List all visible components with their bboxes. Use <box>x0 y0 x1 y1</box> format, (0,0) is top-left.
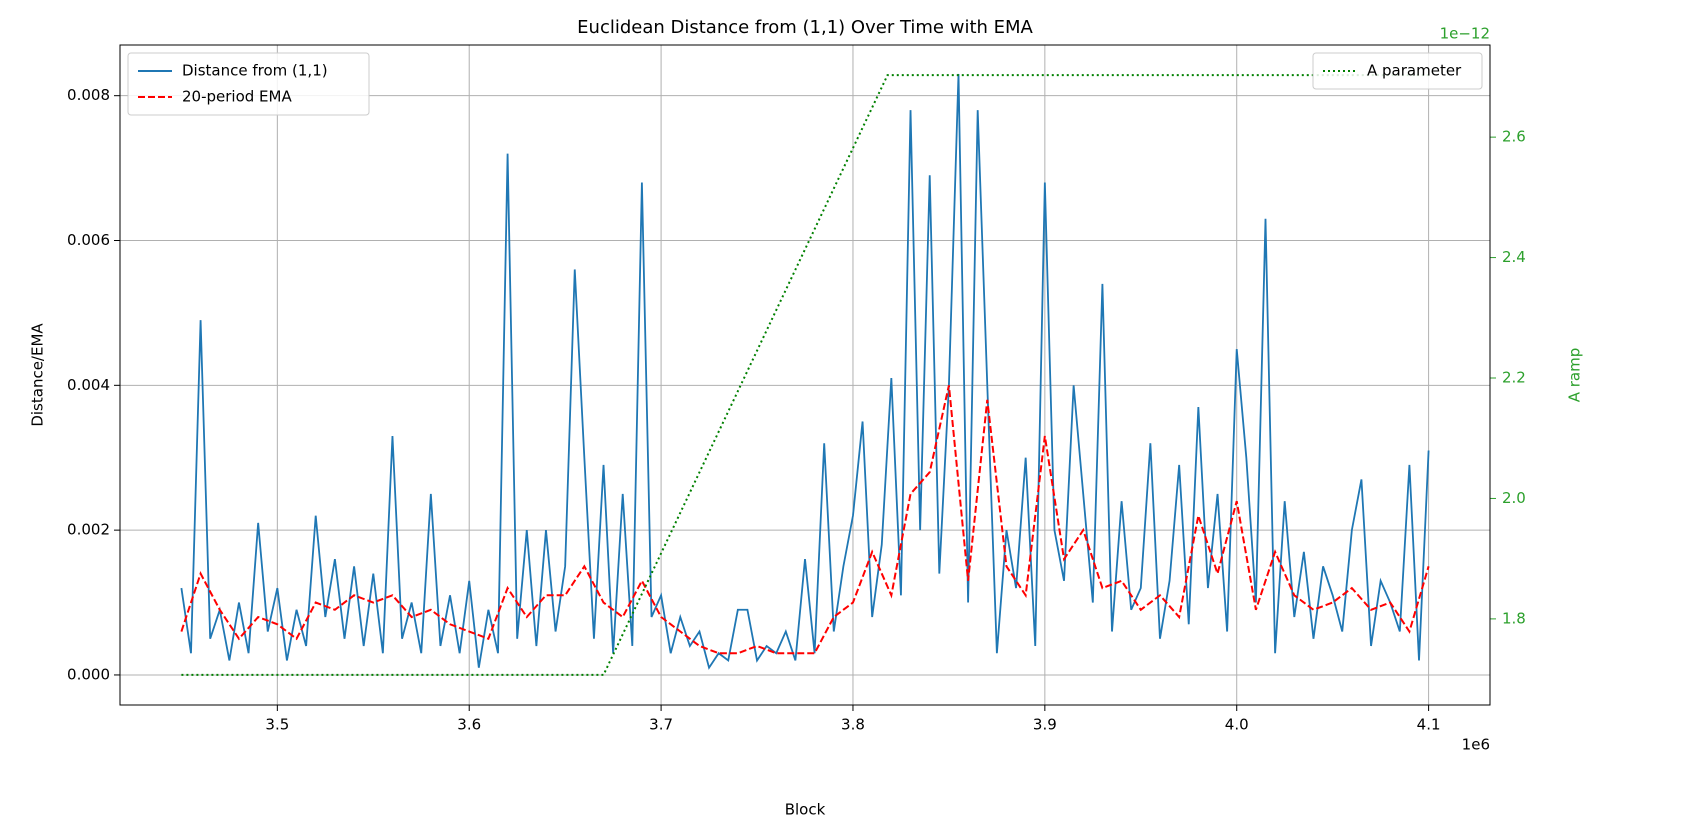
x-tick-label: 4.0 <box>1225 716 1249 734</box>
x-tick-label: 3.7 <box>649 716 673 734</box>
y-axis-label: Distance/EMA <box>29 323 47 427</box>
x-tick-label: 3.9 <box>1033 716 1057 734</box>
series-line <box>180 385 1430 655</box>
x-tick-label: 3.6 <box>457 716 481 734</box>
legend-box <box>127 52 370 116</box>
y2-axis-label: A ramp <box>1566 348 1584 403</box>
y2-tick-label: 2.4 <box>1502 248 1526 266</box>
plot-frame <box>119 44 1491 706</box>
y-tick-label: 0.008 <box>67 86 110 104</box>
y-tick-label: 0.006 <box>67 231 110 249</box>
series-line <box>181 74 1429 676</box>
x-axis-label: Block <box>785 801 826 819</box>
x-tick-label: 3.5 <box>265 716 289 734</box>
y-tick-label: 0.002 <box>67 521 110 539</box>
legend-label: 20-period EMA <box>182 88 292 106</box>
legend-label: Distance from (1,1) <box>182 62 328 80</box>
legend-label: A parameter <box>1367 62 1462 80</box>
chart-title: Euclidean Distance from (1,1) Over Time … <box>577 17 1033 38</box>
y2-tick-label: 1.8 <box>1502 609 1526 627</box>
y2-tick-label: 2.0 <box>1502 489 1526 507</box>
legend-box <box>1312 52 1483 90</box>
y2-tick-label: 2.2 <box>1502 369 1526 387</box>
y-tick-label: 0.004 <box>67 376 110 394</box>
x-tick-label: 3.8 <box>841 716 865 734</box>
series-line <box>180 73 1430 670</box>
x-tick-label: 4.1 <box>1417 716 1441 734</box>
y-tick-label: 0.000 <box>67 665 110 683</box>
y2-tick-label: 2.6 <box>1502 128 1526 146</box>
y2-offset-label: 1e−12 <box>1440 25 1490 43</box>
x-offset-label: 1e6 <box>1462 736 1490 754</box>
